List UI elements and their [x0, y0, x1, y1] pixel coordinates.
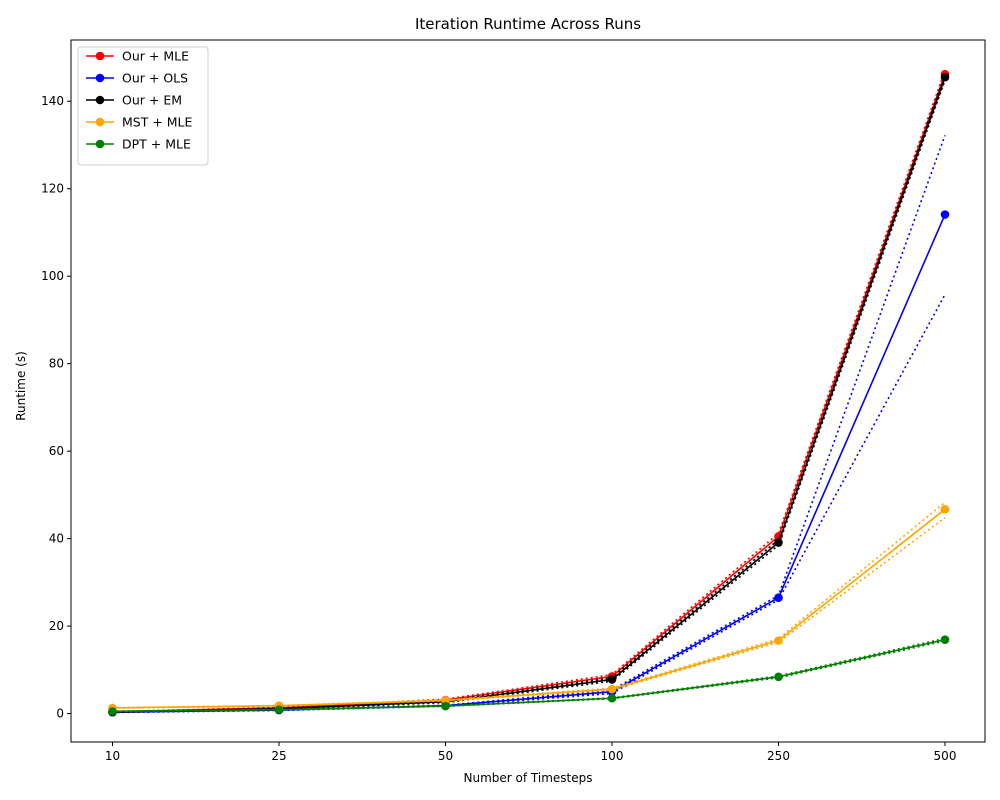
series-2-point-3 — [607, 675, 617, 684]
y-tick-label-2: 40 — [49, 532, 64, 546]
legend-label-1: Our + OLS — [122, 71, 188, 86]
y-tick-label-3: 60 — [49, 444, 64, 458]
y-tick-label-0: 0 — [56, 707, 64, 721]
y-tick-label-5: 100 — [41, 269, 64, 283]
x-tick-label-3: 100 — [601, 749, 624, 763]
series-4-point-1 — [274, 705, 284, 714]
series-4-point-4 — [774, 672, 783, 682]
legend-label-0: Our + MLE — [122, 49, 189, 64]
series-3-point-4 — [774, 636, 783, 645]
legend-marker-4 — [95, 139, 105, 149]
x-tick-label-0: 10 — [105, 749, 120, 763]
legend: Our + MLE Our + OLS Our + EM MST + MLE DPT +… — [77, 46, 209, 166]
plot-area — [108, 69, 950, 717]
series-2-point-4 — [774, 538, 783, 547]
y-tick-label-1: 20 — [49, 619, 64, 633]
series-0-bound-1 — [112, 70, 946, 713]
legend-marker-3 — [95, 117, 105, 127]
legend-marker-2 — [95, 95, 105, 105]
legend-label-4: DPT + MLE — [122, 137, 191, 152]
series-1-bound-1 — [112, 135, 946, 713]
series-4-line — [112, 638, 946, 713]
legend-marker-0 — [95, 51, 105, 61]
series-1-point-5 — [940, 210, 950, 219]
y-tick-label-6: 120 — [41, 182, 64, 196]
series-3-line — [112, 508, 946, 709]
x-axis-label: Number of Timesteps — [464, 771, 593, 785]
legend-box — [77, 46, 209, 166]
series-3-point-3 — [607, 684, 617, 694]
series-1-bound-0 — [112, 294, 946, 714]
y-tick-label-4: 80 — [49, 357, 64, 371]
series-3-point-5 — [940, 505, 950, 514]
y-tick-label-7: 140 — [41, 94, 64, 108]
axes-frame — [70, 39, 986, 743]
axes: 10 25 50 100 250 500 0 20 40 60 80 100 120 140 — [41, 39, 986, 763]
series-4-point-2 — [441, 701, 450, 711]
x-tick-label-4: 250 — [767, 749, 790, 763]
series-4-point-0 — [108, 707, 117, 716]
legend-label-3: MST + MLE — [122, 115, 193, 130]
series-4-point-5 — [940, 635, 950, 644]
x-tick-label-2: 50 — [438, 749, 453, 763]
legend-marker-1 — [95, 73, 105, 83]
x-tick-label-5: 500 — [934, 749, 957, 763]
y-axis-label: Runtime (s) — [14, 351, 28, 421]
series-1-point-4 — [774, 593, 783, 602]
series-4-point-3 — [607, 693, 617, 703]
series-2-point-5 — [940, 72, 950, 82]
legend-label-2: Our + EM — [122, 93, 182, 108]
x-tick-label-1: 25 — [271, 749, 286, 763]
chart-title: Iteration Runtime Across Runs — [415, 15, 641, 33]
